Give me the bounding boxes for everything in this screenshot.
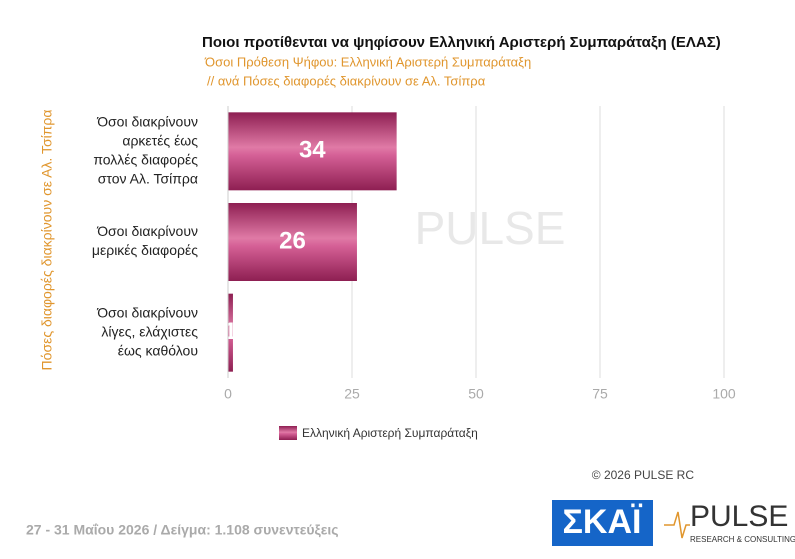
x-tick-label: 25 <box>344 386 360 402</box>
subtitle: // ανά Πόσες διαφορές διακρίνουν σε Αλ. … <box>207 73 486 88</box>
data-label: 26 <box>279 227 306 254</box>
copyright: © 2026 PULSE RC <box>592 468 695 482</box>
x-tick-label: 100 <box>712 386 736 402</box>
y-tick-label: έως καθόλου <box>118 342 198 358</box>
skai-logo: ΣΚΑΪ <box>563 503 644 541</box>
footer: 27 - 31 Μαΐου 2026 / Δείγμα: 1.108 συνεν… <box>26 522 339 538</box>
watermark: PULSE <box>415 202 566 254</box>
y-tick-label: Όσοι διακρίνουν <box>96 114 198 130</box>
data-label: 34 <box>299 137 326 164</box>
data-label: 1 <box>224 318 237 345</box>
x-tick-label: 75 <box>592 386 608 402</box>
legend-swatch <box>279 426 297 440</box>
bar <box>228 203 357 281</box>
y-axis-label: Πόσες διαφορές διακρίνουν σε Αλ. Τσίπρα <box>39 110 55 371</box>
pulse-logo-icon <box>664 511 690 539</box>
x-tick-label: 0 <box>224 386 232 402</box>
y-tick-label: μερικές διαφορές <box>92 242 198 258</box>
x-tick-label: 50 <box>468 386 484 402</box>
y-tick-label: πολλές διαφορές <box>93 152 198 168</box>
y-tick-label: λίγες, ελάχιστες <box>101 323 198 339</box>
pulse-logo-sub: RESEARCH & CONSULTING <box>690 535 795 544</box>
y-tick-label: Όσοι διακρίνουν <box>96 304 198 320</box>
y-tick-label: στον Αλ. Τσίπρα <box>98 171 198 187</box>
skai-logo-bg <box>552 500 653 546</box>
bar <box>228 112 397 191</box>
chart-title: Ποιοι προτίθενται να ψηφίσουν Ελληνική Α… <box>202 34 721 51</box>
subtitle: Όσοι Πρόθεση Ψήφου: Ελληνική Αριστερή Συ… <box>204 54 531 69</box>
bar <box>228 293 233 372</box>
y-tick-label: Όσοι διακρίνουν <box>96 223 198 239</box>
legend-label: Ελληνική Αριστερή Συμπαράταξη <box>302 426 478 440</box>
y-tick-label: αρκετές έως <box>122 133 198 149</box>
pulse-logo: PULSE <box>690 500 788 533</box>
